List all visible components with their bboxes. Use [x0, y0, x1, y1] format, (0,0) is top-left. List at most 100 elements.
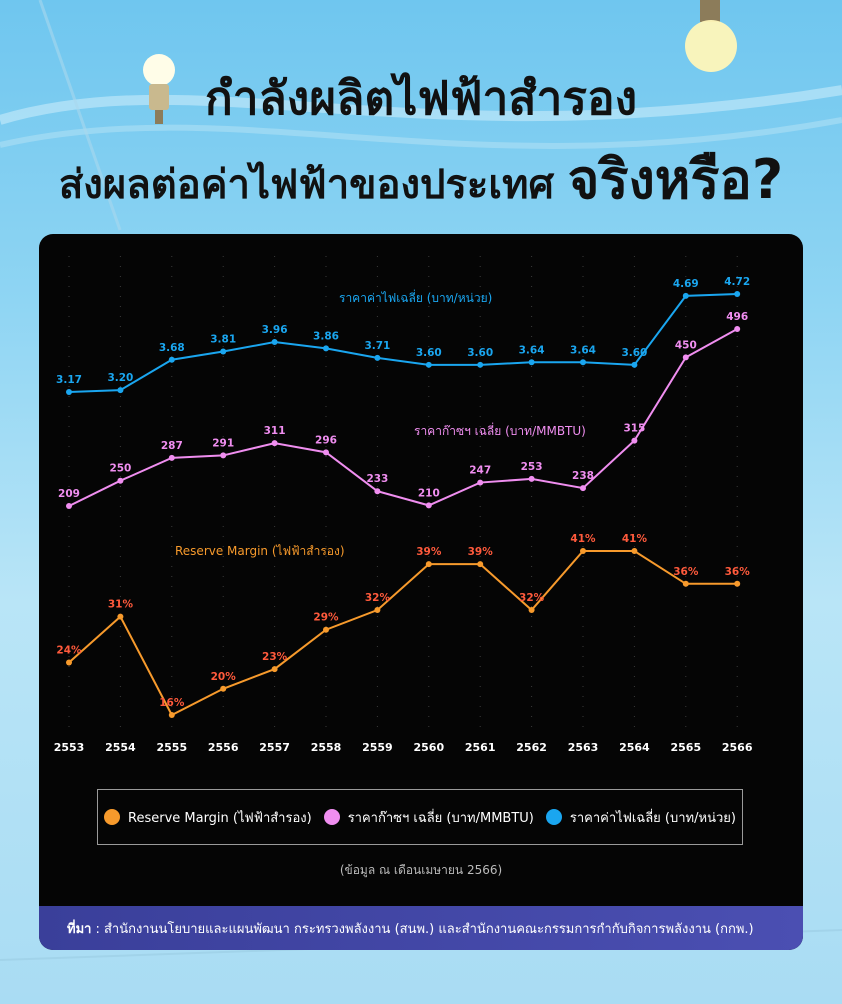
- data-point-electricity-price: [374, 354, 381, 361]
- data-label-gas-price: 450: [675, 339, 697, 351]
- legend-swatch-gas-price: [323, 809, 340, 825]
- series-line-reserve-margin: [68, 550, 738, 717]
- data-label-electricity-price: 3.81: [210, 334, 236, 346]
- page-title-line1: กำลังผลิตไฟฟ้าสำรอง: [204, 71, 638, 125]
- series-name-reserve-margin: Reserve Margin (ไฟฟ้าสำรอง): [175, 544, 345, 558]
- data-point-electricity-price: [66, 389, 72, 395]
- data-label-electricity-price: 3.64: [570, 344, 596, 356]
- legend-swatch-reserve-margin: [104, 809, 120, 825]
- data-label-reserve-margin: 24%: [56, 645, 82, 657]
- x-tick-label: 2553: [54, 741, 85, 754]
- data-point-reserve-margin: [220, 685, 227, 692]
- data-label-reserve-margin: 36%: [673, 566, 699, 578]
- line-chart: 2553 2554 2555 2556 2557 2558 2559 2560 2561 2562…: [54, 256, 753, 754]
- data-point-gas-price: [477, 479, 484, 486]
- data-point-electricity-price: [323, 345, 329, 352]
- data-label-reserve-margin: 31%: [108, 599, 134, 611]
- data-point-gas-price: [271, 440, 278, 447]
- data-label-gas-price: 291: [212, 437, 234, 449]
- x-tick-label: 2556: [208, 741, 239, 754]
- data-point-gas-price: [374, 488, 381, 495]
- data-label-gas-price: 311: [264, 425, 286, 437]
- data-point-gas-price: [528, 475, 535, 482]
- x-tick-label: 2558: [311, 741, 342, 754]
- x-tick-label: 2562: [516, 741, 547, 754]
- data-point-electricity-price: [631, 361, 638, 368]
- legend-item-reserve-margin: Reserve Margin (ไฟฟ้าสำรอง): [104, 807, 312, 828]
- data-label-reserve-margin: 16%: [159, 697, 185, 709]
- data-label-electricity-price: 3.71: [364, 340, 390, 352]
- data-label-gas-price: 238: [572, 470, 594, 482]
- data-point-gas-price: [220, 452, 227, 459]
- data-label-reserve-margin: 36%: [725, 566, 751, 578]
- data-point-reserve-margin: [580, 548, 586, 554]
- data-point-reserve-margin: [734, 580, 741, 587]
- data-point-reserve-margin: [425, 561, 432, 568]
- data-point-electricity-price: [477, 361, 484, 368]
- source-bar: ที่มา : สำนักงานนโยบายและแผนพัฒนา กระทรว…: [39, 906, 803, 950]
- x-tick-label: 2554: [105, 741, 136, 754]
- data-point-reserve-margin: [117, 613, 124, 620]
- series-line-electricity-price: [68, 293, 738, 393]
- data-point-gas-price: [66, 503, 72, 509]
- data-label-electricity-price: 3.68: [159, 342, 185, 354]
- series-name-gas-price: ราคาก๊าซฯ เฉลี่ย (บาท/MMBTU): [414, 422, 586, 438]
- data-label-electricity-price: 3.60: [621, 347, 647, 359]
- x-tick-label: 2563: [568, 741, 599, 754]
- title-line2-text: ส่งผลต่อค่าไฟฟ้าของประเทศ: [58, 162, 554, 208]
- data-label-reserve-margin: 23%: [262, 651, 288, 663]
- data-label-reserve-margin: 39%: [416, 546, 442, 558]
- data-point-electricity-price: [682, 292, 689, 299]
- data-label-reserve-margin: 41%: [622, 533, 648, 545]
- data-point-gas-price: [734, 326, 741, 332]
- data-label-electricity-price: 3.20: [107, 372, 133, 384]
- x-tick-label: 2565: [670, 741, 701, 754]
- light-bulb-icon: [143, 54, 175, 124]
- legend-label-electricity-price: ราคาค่าไฟเฉลี่ย (บาท/หน่วย): [569, 810, 736, 826]
- data-point-electricity-price: [117, 387, 124, 394]
- data-point-reserve-margin: [374, 607, 381, 614]
- series-name-electricity-price: ราคาค่าไฟเฉลี่ย (บาท/หน่วย): [339, 289, 492, 305]
- data-point-reserve-margin: [66, 659, 72, 666]
- data-label-gas-price: 247: [469, 465, 491, 477]
- data-point-reserve-margin: [528, 607, 535, 614]
- data-point-reserve-margin: [477, 561, 484, 568]
- data-label-gas-price: 250: [109, 463, 131, 475]
- data-point-electricity-price: [580, 359, 586, 366]
- data-point-reserve-margin: [168, 712, 175, 718]
- chart-panel: 2553 2554 2555 2556 2557 2558 2559 2560 2561 2562…: [39, 234, 803, 950]
- data-label-reserve-margin: 39%: [468, 546, 494, 558]
- chart-legend: Reserve Margin (ไฟฟ้าสำรอง) ราคาก๊าซฯ เฉ…: [97, 789, 743, 845]
- data-label-reserve-margin: 41%: [570, 533, 596, 545]
- legend-item-electricity-price: ราคาค่าไฟเฉลี่ย (บาท/หน่วย): [545, 807, 736, 828]
- data-point-gas-price: [580, 485, 586, 492]
- legend-item-gas-price: ราคาก๊าซฯ เฉลี่ย (บาท/MMBTU): [323, 807, 534, 828]
- light-bulb-icon: [685, 0, 737, 72]
- data-point-electricity-price: [528, 359, 535, 366]
- data-label-electricity-price: 4.69: [673, 278, 699, 290]
- data-label-electricity-price: 3.86: [313, 330, 339, 342]
- data-label-electricity-price: 3.60: [467, 347, 493, 359]
- title-emphasis: จริงหรือ?: [567, 148, 784, 211]
- data-point-electricity-price: [425, 361, 432, 368]
- x-tick-label: 2566: [722, 741, 753, 754]
- data-label-electricity-price: 3.60: [416, 347, 442, 359]
- data-point-electricity-price: [168, 356, 175, 363]
- data-point-gas-price: [168, 454, 175, 461]
- series-line-gas-price: [68, 328, 738, 507]
- data-label-electricity-price: 3.96: [262, 324, 288, 336]
- data-point-gas-price: [631, 437, 638, 444]
- data-label-reserve-margin: 32%: [519, 592, 545, 604]
- data-label-reserve-margin: 32%: [365, 592, 391, 604]
- source-text: : สำนักงานนโยบายและแผนพัฒนา กระทรวงพลังง…: [95, 921, 754, 937]
- data-point-gas-price: [117, 477, 124, 484]
- data-label-gas-price: 210: [418, 487, 440, 499]
- data-label-gas-price: 296: [315, 434, 337, 446]
- data-point-gas-price: [682, 354, 689, 361]
- data-label-gas-price: 209: [58, 488, 80, 500]
- data-label-gas-price: 253: [521, 461, 543, 473]
- data-label-electricity-price: 4.72: [724, 276, 750, 288]
- source-label: ที่มา: [67, 921, 92, 937]
- x-tick-label: 2561: [465, 741, 496, 754]
- x-tick-label: 2559: [362, 741, 393, 754]
